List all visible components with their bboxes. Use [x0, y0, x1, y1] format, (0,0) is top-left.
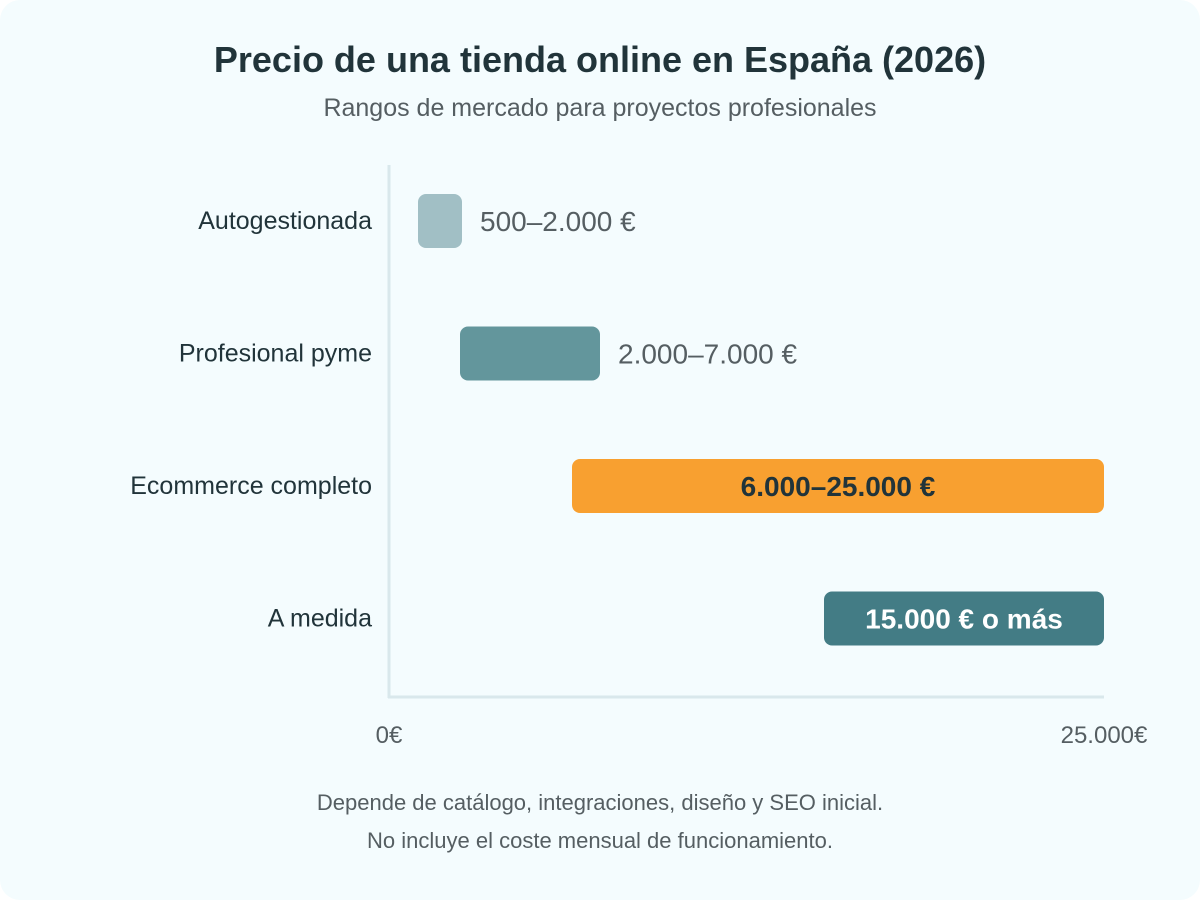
- bar-value-label: 2.000–7.000 €: [618, 339, 797, 370]
- range-bar: [572, 459, 1104, 513]
- bars-layer: Autogestionada 500–2.000 € Profesional pym…: [130, 194, 1104, 646]
- footnote-line-2: No incluye el coste mensual de funcionam…: [367, 828, 833, 853]
- category-label: A medida: [268, 605, 372, 633]
- chart-title: Precio de una tienda online en España (2…: [214, 39, 986, 80]
- category-label: Profesional pyme: [179, 340, 372, 368]
- chart-subtitle: Rangos de mercado para proyectos profesi…: [323, 94, 876, 122]
- category-label: Ecommerce completo: [130, 472, 372, 500]
- bar-value-label: 500–2.000 €: [480, 206, 636, 237]
- category-label: Autogestionada: [198, 207, 372, 235]
- footnote-line-1: Depende de catálogo, integraciones, dise…: [317, 790, 883, 815]
- x-tick-label-min: 0€: [376, 722, 403, 749]
- range-bar: [824, 591, 1104, 646]
- bar-value-label: 6.000–25.000 €: [741, 471, 936, 502]
- range-bar: [460, 326, 600, 381]
- bar-value-label: 15.000 € o más: [865, 604, 1063, 635]
- x-tick-label-max: 25.000€: [1061, 722, 1148, 749]
- range-bar: [418, 194, 462, 248]
